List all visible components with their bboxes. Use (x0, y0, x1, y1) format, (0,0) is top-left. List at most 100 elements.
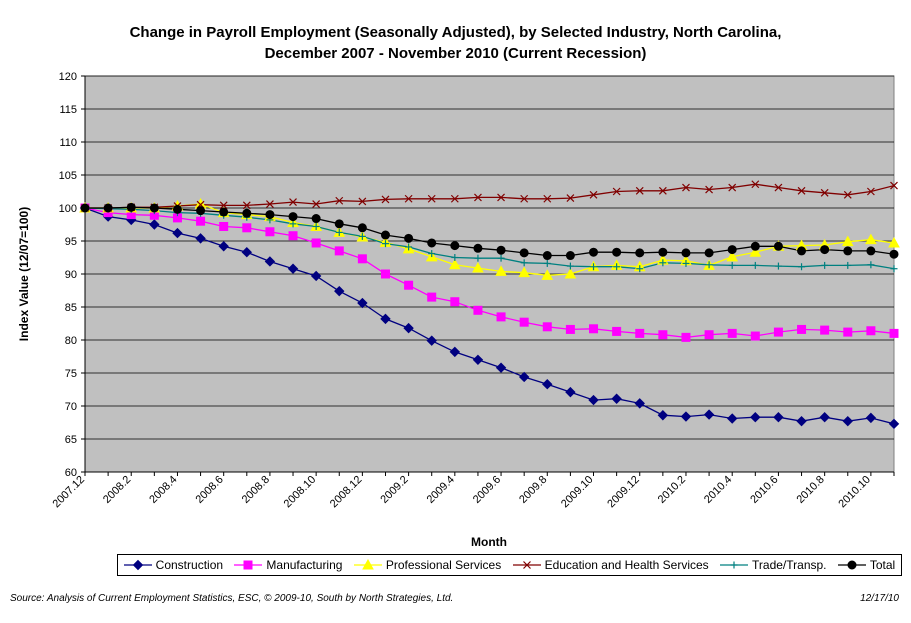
construction-marker (195, 233, 206, 244)
total-marker (196, 206, 206, 216)
manufacturing-marker (427, 292, 437, 302)
y-tick-label: 80 (65, 335, 77, 347)
education-and-health-services-marker (404, 194, 413, 203)
total-marker (773, 241, 783, 251)
education-and-health-services-marker (242, 201, 251, 210)
x-tick-label: 2010.4 (702, 474, 734, 506)
professional-services-marker (541, 269, 554, 280)
construction-marker (750, 412, 761, 423)
chart-title-line-2: December 2007 - November 2010 (Current R… (264, 45, 647, 62)
total-marker (519, 248, 529, 258)
trade-transp-marker (613, 263, 621, 271)
y-tick-label: 65 (65, 434, 77, 446)
education-and-health-services-marker (566, 194, 575, 203)
manufacturing-marker (404, 280, 414, 290)
manufacturing-marker (519, 317, 529, 327)
x-tick-label: 2008.10 (282, 474, 319, 511)
legend-swatch-manufacturing (234, 560, 263, 570)
y-tick-label: 75 (65, 368, 77, 380)
manufacturing-marker (473, 305, 483, 315)
trade-transp-marker (451, 254, 459, 261)
legend-swatch-trade-transp (720, 561, 749, 569)
manufacturing-marker (334, 246, 344, 256)
total-marker (635, 248, 645, 258)
education-and-health-services-line (85, 183, 895, 209)
x-tick-label: 2009.10 (559, 474, 596, 511)
construction-marker (796, 415, 807, 427)
x-tick-label: 2010.6 (748, 474, 780, 506)
manufacturing-marker (357, 254, 367, 264)
y-tick-label: 105 (59, 170, 77, 182)
legend-swatch-total (837, 560, 866, 570)
education-and-health-services-marker (866, 187, 875, 196)
x-tick-label: 2008.12 (328, 474, 365, 511)
construction-marker (865, 412, 877, 424)
education-and-health-services-marker (890, 181, 898, 190)
legend-construction-marker (132, 559, 143, 571)
education-and-health-services-marker (751, 180, 760, 189)
total-marker (658, 247, 668, 257)
education-and-health-services-marker (543, 194, 552, 203)
legend-label: Manufacturing (266, 558, 343, 572)
legend-trade-transp-marker (730, 561, 738, 569)
manufacturing-markers (80, 203, 899, 342)
total-marker (612, 247, 622, 257)
total-marker (473, 243, 483, 253)
manufacturing-marker (565, 324, 575, 334)
trade-transp-marker (774, 262, 782, 270)
x-tick-label: 2010.2 (656, 474, 688, 506)
manufacturing-marker (773, 327, 783, 337)
chart-title: Change in Payroll Employment (Seasonally… (0, 22, 911, 64)
x-tick-label: 2007.12 (51, 474, 88, 511)
construction-marker (565, 386, 576, 398)
manufacturing-marker (196, 216, 206, 226)
construction-marker (264, 256, 276, 267)
legend-swatch-education-and-health-services (512, 561, 541, 569)
education-and-health-services-marker (774, 183, 783, 192)
construction-marker (172, 227, 183, 239)
professional-services-marker (518, 266, 531, 278)
x-tick-label: 2008.8 (240, 474, 272, 506)
trade-transp-marker (381, 240, 389, 248)
construction-marker (426, 335, 437, 346)
professional-services-marker (841, 235, 854, 247)
trade-transp-marker (821, 261, 829, 269)
construction-marker (380, 313, 391, 325)
total-marker (542, 251, 552, 261)
trade-transp-marker (358, 232, 366, 240)
line-chart: 60 65 70 75 80 85 90 95 100 105 110 115 120 2007.12 20… (17, 71, 900, 549)
manufacturing-marker (681, 332, 691, 342)
legend-professional-services-marker (361, 559, 374, 570)
trade-transp-marker (428, 250, 436, 258)
manufacturing-marker (635, 328, 645, 338)
total-marker (589, 247, 599, 257)
education-and-health-services-marker (450, 194, 459, 203)
manufacturing-marker (265, 227, 275, 237)
total-marker (404, 233, 414, 243)
axes (81, 75, 895, 476)
trade-transp-marker (590, 263, 598, 271)
legend-education-and-health-services-marker (522, 561, 531, 569)
education-and-health-services-marker (265, 200, 274, 208)
x-axis-label: Month (471, 535, 507, 549)
x-tick-label: 2010.8 (794, 474, 826, 506)
manufacturing-marker (797, 324, 807, 334)
total-marker (681, 248, 691, 258)
construction-marker (703, 409, 715, 420)
total-marker (866, 246, 876, 256)
legend-item-trade-transp: Trade/Transp. (720, 558, 827, 572)
trade-transp-marker (335, 228, 343, 236)
x-tick-label: 2009.2 (378, 474, 410, 506)
total-marker (565, 251, 575, 261)
y-tick-label: 90 (65, 269, 77, 281)
manufacturing-marker (727, 328, 737, 338)
total-marker (219, 207, 229, 217)
x-tick-label: 2009.12 (605, 474, 642, 511)
legend-label: Professional Services (385, 558, 502, 572)
total-marker (242, 208, 252, 218)
total-marker (126, 202, 136, 212)
x-tick-label: 2008.6 (194, 474, 226, 506)
construction-marker (888, 418, 900, 430)
trade-transp-marker (520, 259, 528, 267)
education-and-health-services-marker (589, 190, 598, 199)
